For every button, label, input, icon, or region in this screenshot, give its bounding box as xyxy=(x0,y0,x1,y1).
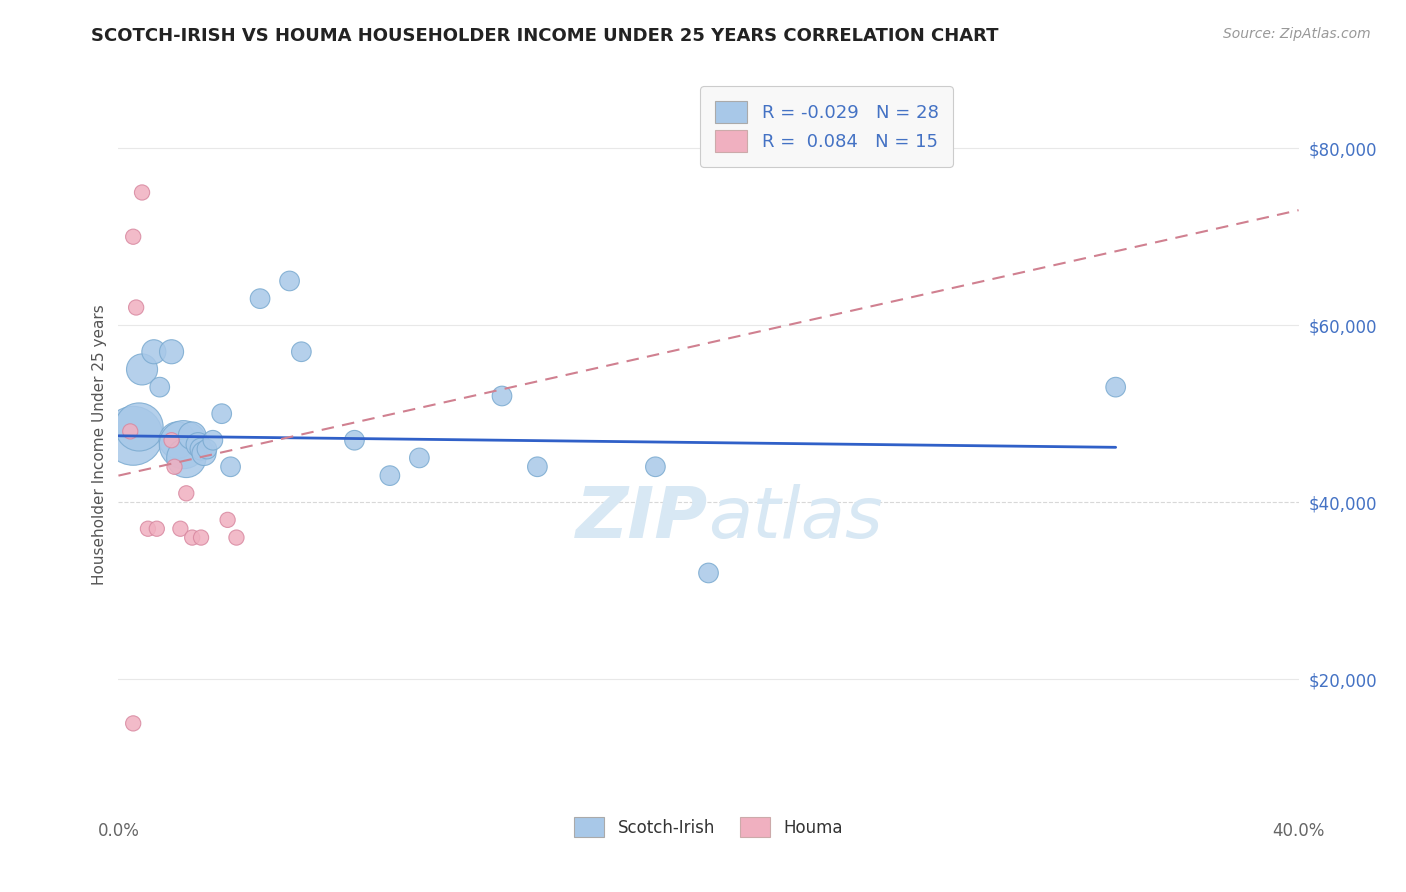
Point xyxy=(195,442,218,456)
Point xyxy=(644,459,666,474)
Text: Source: ZipAtlas.com: Source: ZipAtlas.com xyxy=(1223,27,1371,41)
Point xyxy=(122,429,145,443)
Point xyxy=(526,459,548,474)
Point xyxy=(491,389,513,403)
Point xyxy=(408,450,430,465)
Point xyxy=(160,344,183,359)
Point xyxy=(166,434,188,448)
Point xyxy=(172,437,194,451)
Point xyxy=(131,362,153,376)
Point xyxy=(160,434,183,448)
Point xyxy=(193,446,215,460)
Point xyxy=(120,425,142,439)
Point xyxy=(136,522,159,536)
Point xyxy=(131,186,153,200)
Text: SCOTCH-IRISH VS HOUMA HOUSEHOLDER INCOME UNDER 25 YEARS CORRELATION CHART: SCOTCH-IRISH VS HOUMA HOUSEHOLDER INCOME… xyxy=(91,27,998,45)
Point xyxy=(343,434,366,448)
Point xyxy=(176,486,198,500)
Point xyxy=(190,442,212,456)
Point xyxy=(149,380,172,394)
Point xyxy=(181,531,204,545)
Point xyxy=(128,420,150,434)
Point xyxy=(378,468,401,483)
Point xyxy=(211,407,233,421)
Point xyxy=(697,566,720,580)
Point xyxy=(290,344,312,359)
Point xyxy=(176,450,198,465)
Point xyxy=(169,522,191,536)
Y-axis label: Householder Income Under 25 years: Householder Income Under 25 years xyxy=(93,304,107,585)
Point xyxy=(146,522,169,536)
Point xyxy=(125,301,148,315)
Point xyxy=(187,437,209,451)
Text: atlas: atlas xyxy=(709,483,883,553)
Point xyxy=(278,274,301,288)
Point xyxy=(122,716,145,731)
Point xyxy=(201,434,224,448)
Point xyxy=(122,229,145,244)
Text: ZIP: ZIP xyxy=(576,483,709,553)
Point xyxy=(190,531,212,545)
Point xyxy=(249,292,271,306)
Point xyxy=(1105,380,1128,394)
Legend: Scotch-Irish, Houma: Scotch-Irish, Houma xyxy=(568,810,849,844)
Point xyxy=(217,513,239,527)
Point xyxy=(181,429,204,443)
Point xyxy=(219,459,242,474)
Point xyxy=(225,531,247,545)
Point xyxy=(142,344,165,359)
Point xyxy=(163,459,186,474)
